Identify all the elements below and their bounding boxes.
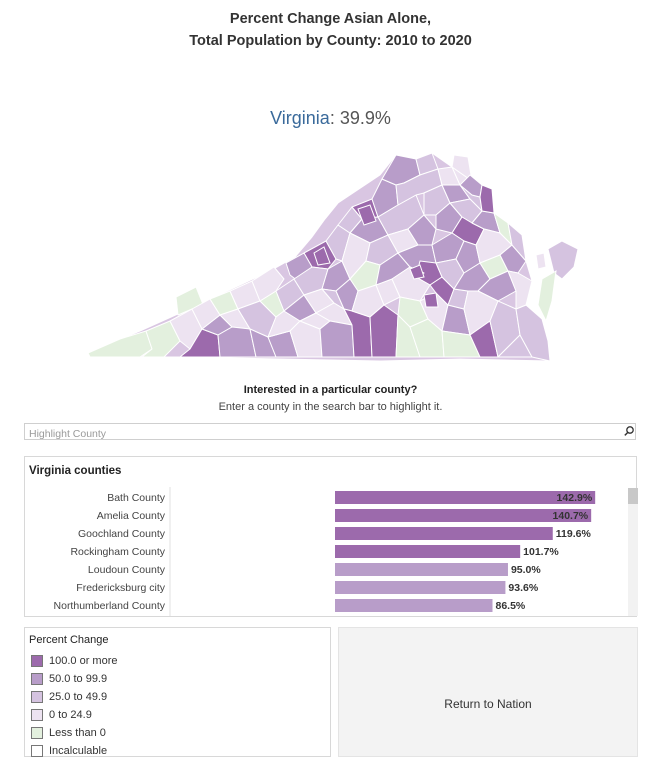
legend-item[interactable]: Incalculable (31, 742, 117, 760)
bar[interactable] (335, 563, 508, 576)
bar-row[interactable]: Loudoun County 95.0% (88, 563, 541, 576)
legend-swatch (31, 727, 43, 739)
category-label: Northumberland County (54, 600, 166, 612)
panel-title: Virginia counties (29, 465, 122, 477)
legend-swatch (31, 673, 43, 685)
legend-label: 100.0 or more (49, 655, 118, 667)
state-summary: Virginia: 39.9% (0, 108, 661, 129)
search-prompt-text: Enter a county in the search bar to high… (218, 401, 443, 413)
bar-row[interactable]: Bath County 142.9% (107, 491, 596, 504)
map-county (535, 252, 547, 270)
legend-item[interactable]: 50.0 to 99.9 (31, 670, 117, 688)
legend-swatch (31, 709, 43, 721)
search-input[interactable] (25, 426, 614, 442)
state-name: Virginia (270, 108, 330, 128)
map-county (423, 292, 439, 308)
category-label: Bath County (107, 492, 166, 504)
highlight-county-search[interactable] (24, 423, 636, 442)
bar[interactable] (335, 581, 506, 594)
search-icon[interactable] (623, 425, 635, 437)
legend-item[interactable]: 25.0 to 49.9 (31, 688, 117, 706)
bar-row[interactable]: Amelia County 140.7% (97, 509, 592, 522)
bar-row[interactable]: Goochland County 119.6% (78, 527, 591, 540)
return-to-nation-button[interactable]: Return to Nation (338, 627, 638, 757)
map-county (537, 270, 557, 323)
map-county (451, 154, 473, 182)
map-county (407, 214, 437, 246)
percent-change-legend: Percent Change 100.0 or more 50.0 to 99.… (24, 627, 331, 757)
map-county (479, 184, 495, 214)
bar[interactable] (335, 545, 521, 558)
chart-scrollbar[interactable] (628, 488, 638, 616)
title-line-1: Percent Change Asian Alone, (229, 11, 432, 27)
legend-swatch (31, 745, 43, 757)
scrollbar-thumb[interactable] (628, 488, 638, 504)
category-label: Loudoun County (88, 564, 166, 576)
map-county (87, 330, 153, 358)
state-value: : 39.9% (329, 108, 391, 128)
legend-item[interactable]: 100.0 or more (31, 652, 117, 670)
legend-item[interactable]: 0 to 24.9 (31, 706, 117, 724)
bar-value-label: 86.5% (495, 600, 525, 612)
bar-value-label: 119.6% (556, 528, 592, 540)
legend-label: 0 to 24.9 (49, 709, 92, 721)
county-bar-chart-panel: Virginia counties Bath County 142.9% Ameli… (24, 456, 638, 617)
map-county (477, 270, 517, 302)
bar-row[interactable]: Fredericksburg city 93.6% (76, 581, 539, 594)
map-county (499, 244, 527, 274)
legend-swatch (31, 655, 43, 667)
bar[interactable] (335, 527, 553, 540)
bar[interactable] (335, 491, 596, 504)
legend-items: 100.0 or more 50.0 to 99.9 25.0 to 49.9 … (31, 652, 117, 760)
map-county (369, 304, 399, 358)
map-county (515, 304, 551, 362)
category-label: Amelia County (97, 510, 166, 522)
category-label: Goochland County (78, 528, 166, 540)
search-prompt-heading: Interested in a particular county? (243, 384, 418, 396)
category-label: Rockingham County (70, 546, 165, 558)
legend-item[interactable]: Less than 0 (31, 724, 117, 742)
bar-row[interactable]: Northumberland County 86.5% (54, 599, 526, 612)
bar-value-label: 101.7% (523, 546, 559, 558)
bar-value-label: 142.9% (557, 492, 593, 504)
legend-label: 50.0 to 99.9 (49, 673, 108, 685)
virginia-county-map[interactable] (80, 145, 580, 367)
map-county (409, 264, 425, 280)
legend-label: 25.0 to 49.9 (49, 691, 108, 703)
map-county (319, 320, 355, 358)
title-line-2: Total Population by County: 2010 to 2020 (189, 33, 472, 49)
map-county (313, 246, 331, 266)
bar-row[interactable]: Rockingham County 101.7% (70, 545, 559, 558)
bar[interactable] (335, 509, 592, 522)
legend-label: Less than 0 (49, 727, 106, 739)
county-bar-chart[interactable]: Bath County 142.9% Amelia County 140.7% Gooc… (25, 457, 628, 616)
bar-value-label: 95.0% (511, 564, 541, 576)
chart-title: Percent Change Asian Alone, Total Popula… (0, 8, 661, 52)
map-county (357, 204, 377, 226)
legend-label: Incalculable (49, 745, 108, 757)
legend-title: Percent Change (29, 634, 109, 646)
category-label: Fredericksburg city (76, 582, 165, 594)
legend-swatch (31, 691, 43, 703)
map-county (507, 270, 533, 310)
bar[interactable] (335, 599, 493, 612)
bar-value-label: 140.7% (553, 510, 589, 522)
bar-value-label: 93.6% (508, 582, 538, 594)
map-county (251, 266, 285, 302)
map-county (507, 222, 527, 262)
